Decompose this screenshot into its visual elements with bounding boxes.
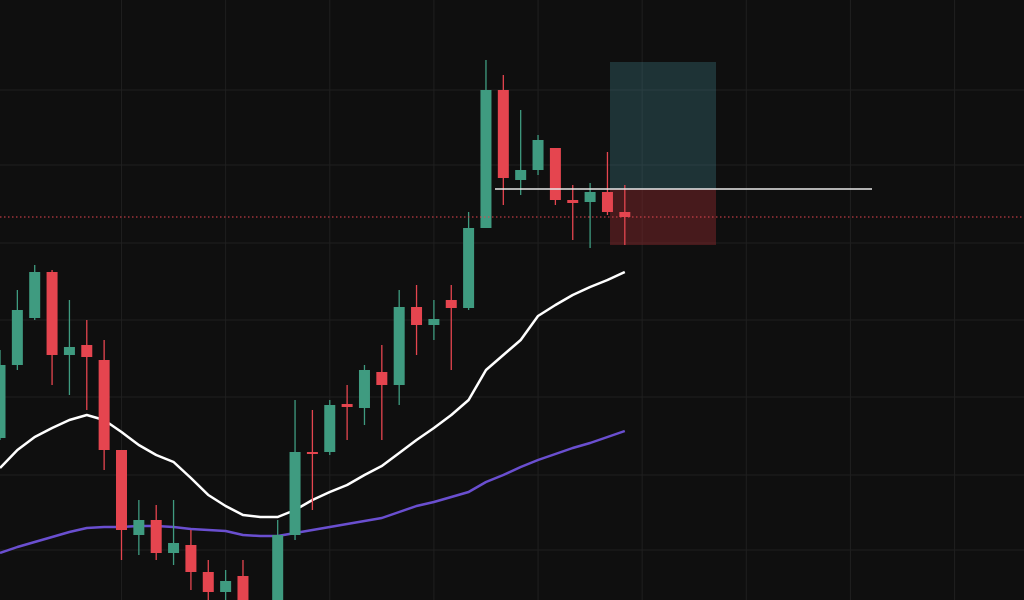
candle-body [289, 452, 301, 535]
candle-body [393, 307, 405, 385]
overlay [0, 188, 1024, 218]
candle-body [567, 200, 579, 203]
candle-body [497, 90, 509, 178]
candle-body [376, 372, 388, 385]
candle-body [619, 212, 631, 217]
candle-body [63, 347, 75, 355]
candle-body [98, 360, 110, 450]
candle-body [463, 228, 475, 308]
candles [0, 60, 631, 600]
candle-body [324, 405, 336, 452]
candle-body [237, 576, 249, 600]
candle-body [202, 572, 214, 592]
candle-body [532, 140, 544, 170]
candle-body [185, 545, 197, 572]
candle-body [220, 581, 232, 592]
ma-line [0, 429, 626, 555]
candle-body [272, 535, 284, 600]
candle-body [341, 404, 353, 407]
candle-body [306, 452, 318, 454]
candle-body [358, 370, 370, 408]
candle-body [515, 170, 527, 180]
candle-body [411, 307, 423, 325]
candle-body [584, 192, 596, 202]
candle-body [81, 345, 93, 357]
candle-body [0, 365, 6, 438]
candle-body [549, 148, 561, 200]
candle-body [168, 543, 180, 553]
candle-body [150, 520, 162, 553]
candle-body [480, 90, 492, 228]
candle-body [29, 272, 41, 318]
candle-body [445, 300, 457, 308]
candle-body [601, 192, 613, 212]
candle-body [11, 310, 23, 365]
candle-body [428, 319, 440, 325]
candle-body [115, 450, 127, 530]
position-tool [610, 62, 716, 245]
candle-body [46, 272, 58, 355]
candle-body [133, 520, 145, 535]
target-zone [610, 62, 716, 189]
